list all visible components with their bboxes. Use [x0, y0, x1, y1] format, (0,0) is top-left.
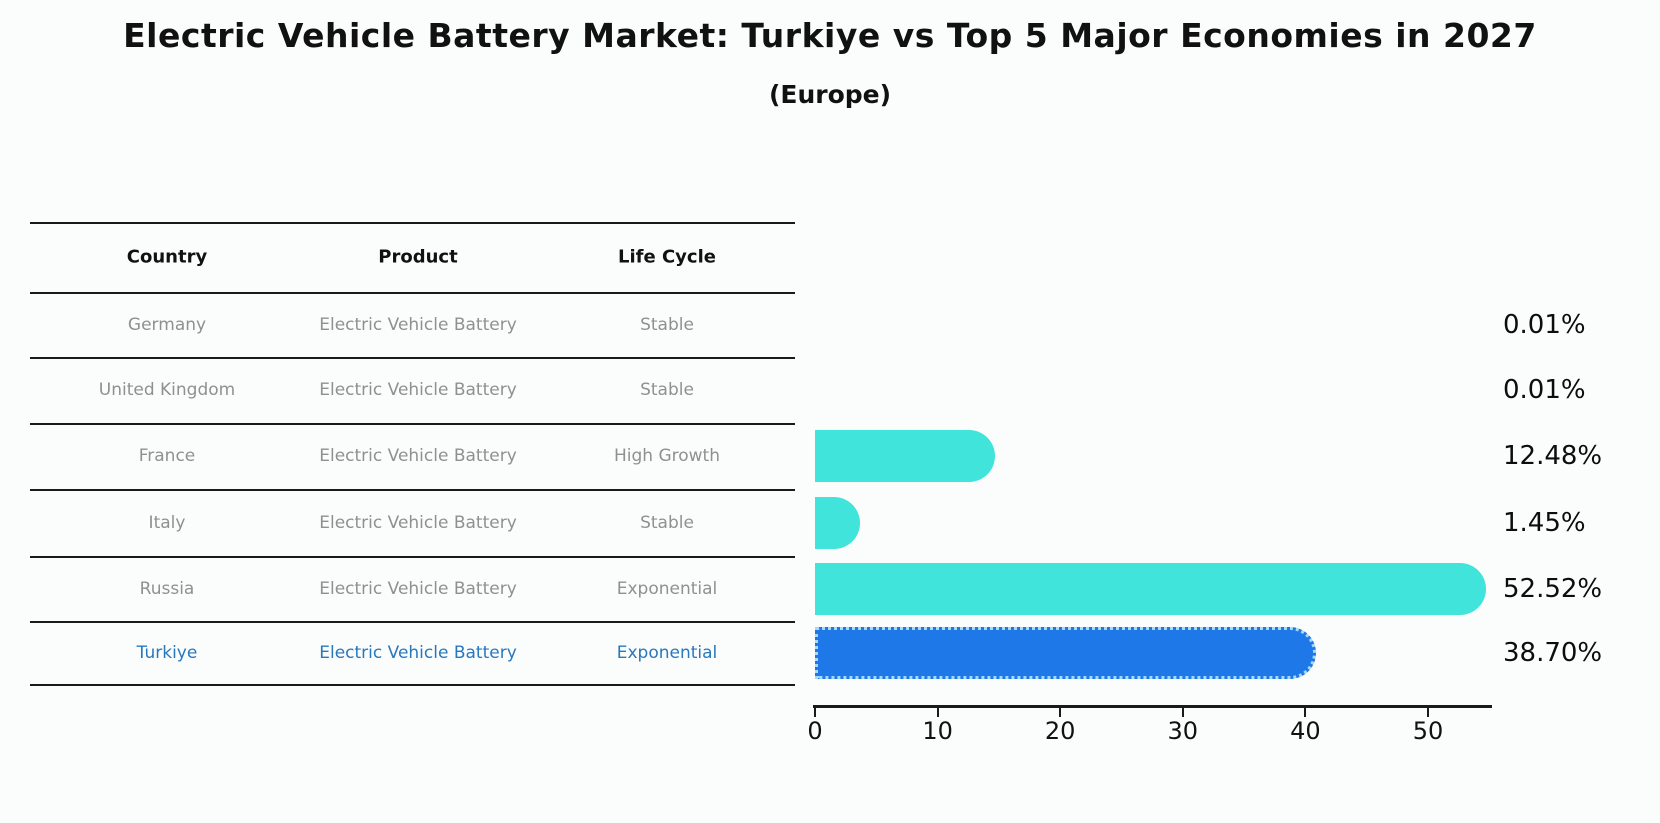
- x-axis-tick-label: 20: [1044, 717, 1076, 745]
- x-axis-tick: [814, 708, 816, 717]
- value-label: 12.48%: [1503, 441, 1603, 471]
- table-cell-country: Germany: [127, 314, 207, 335]
- page-title: Electric Vehicle Battery Market: Turkiye…: [123, 16, 1537, 55]
- table-header-country: Country: [126, 246, 208, 268]
- table-row-separator: [30, 357, 795, 359]
- x-axis-tick-label: 30: [1167, 717, 1199, 745]
- x-axis-tick-label: 0: [807, 717, 823, 745]
- table-header-life-cycle: Life Cycle: [618, 246, 716, 268]
- bar-turkiye: [815, 626, 1317, 679]
- table-row-separator: [30, 556, 795, 558]
- table-cell-country: Russia: [139, 578, 195, 599]
- page-subtitle: (Europe): [768, 80, 892, 109]
- table-cell-product: Electric Vehicle Battery: [319, 512, 517, 533]
- x-axis-spine: [813, 705, 1492, 708]
- x-axis-tick-label: 40: [1290, 717, 1321, 745]
- table-cell-product: Electric Vehicle Battery: [319, 642, 517, 663]
- table-row-separator: [30, 684, 795, 686]
- table-cell-product: Electric Vehicle Battery: [319, 578, 517, 599]
- table-row-separator: [30, 489, 795, 491]
- x-axis-tick: [1181, 708, 1184, 717]
- x-axis-tick-label: 50: [1412, 717, 1444, 745]
- table-header-product: Product: [378, 246, 458, 268]
- table-cell-country: France: [138, 446, 196, 466]
- table-row-separator: [30, 423, 795, 425]
- bar-france: [815, 430, 995, 482]
- table-row-separator: [30, 292, 795, 294]
- x-axis-tick: [1427, 708, 1429, 717]
- table-cell-life-cycle: Exponential: [616, 578, 718, 599]
- table-cell-country: United Kingdom: [98, 380, 236, 400]
- value-label: 0.01%: [1503, 375, 1586, 405]
- bar-italy: [815, 496, 860, 549]
- x-axis-tick-label: 10: [922, 717, 953, 745]
- x-axis-tick: [1059, 708, 1062, 717]
- table-cell-product: Electric Vehicle Battery: [319, 314, 517, 335]
- bar-russia: [815, 562, 1486, 615]
- table-cell-life-cycle: Stable: [640, 512, 694, 533]
- table-cell-life-cycle: Exponential: [616, 642, 718, 663]
- table-cell-life-cycle: Stable: [640, 380, 694, 400]
- table-row-separator: [30, 222, 795, 224]
- value-label: 52.52%: [1503, 573, 1603, 604]
- table-cell-product: Electric Vehicle Battery: [319, 380, 517, 400]
- x-axis-tick: [1304, 708, 1307, 717]
- table-cell-life-cycle: Stable: [640, 314, 694, 335]
- table-cell-country: Italy: [148, 512, 186, 533]
- value-label: 38.70%: [1503, 637, 1603, 668]
- table-cell-life-cycle: High Growth: [613, 446, 721, 466]
- table-cell-country: Turkiye: [136, 642, 198, 663]
- value-label: 1.45%: [1503, 507, 1586, 538]
- x-axis-tick: [936, 708, 939, 717]
- value-label: 0.01%: [1503, 309, 1586, 340]
- table-row-separator: [30, 621, 795, 623]
- table-cell-product: Electric Vehicle Battery: [319, 446, 517, 466]
